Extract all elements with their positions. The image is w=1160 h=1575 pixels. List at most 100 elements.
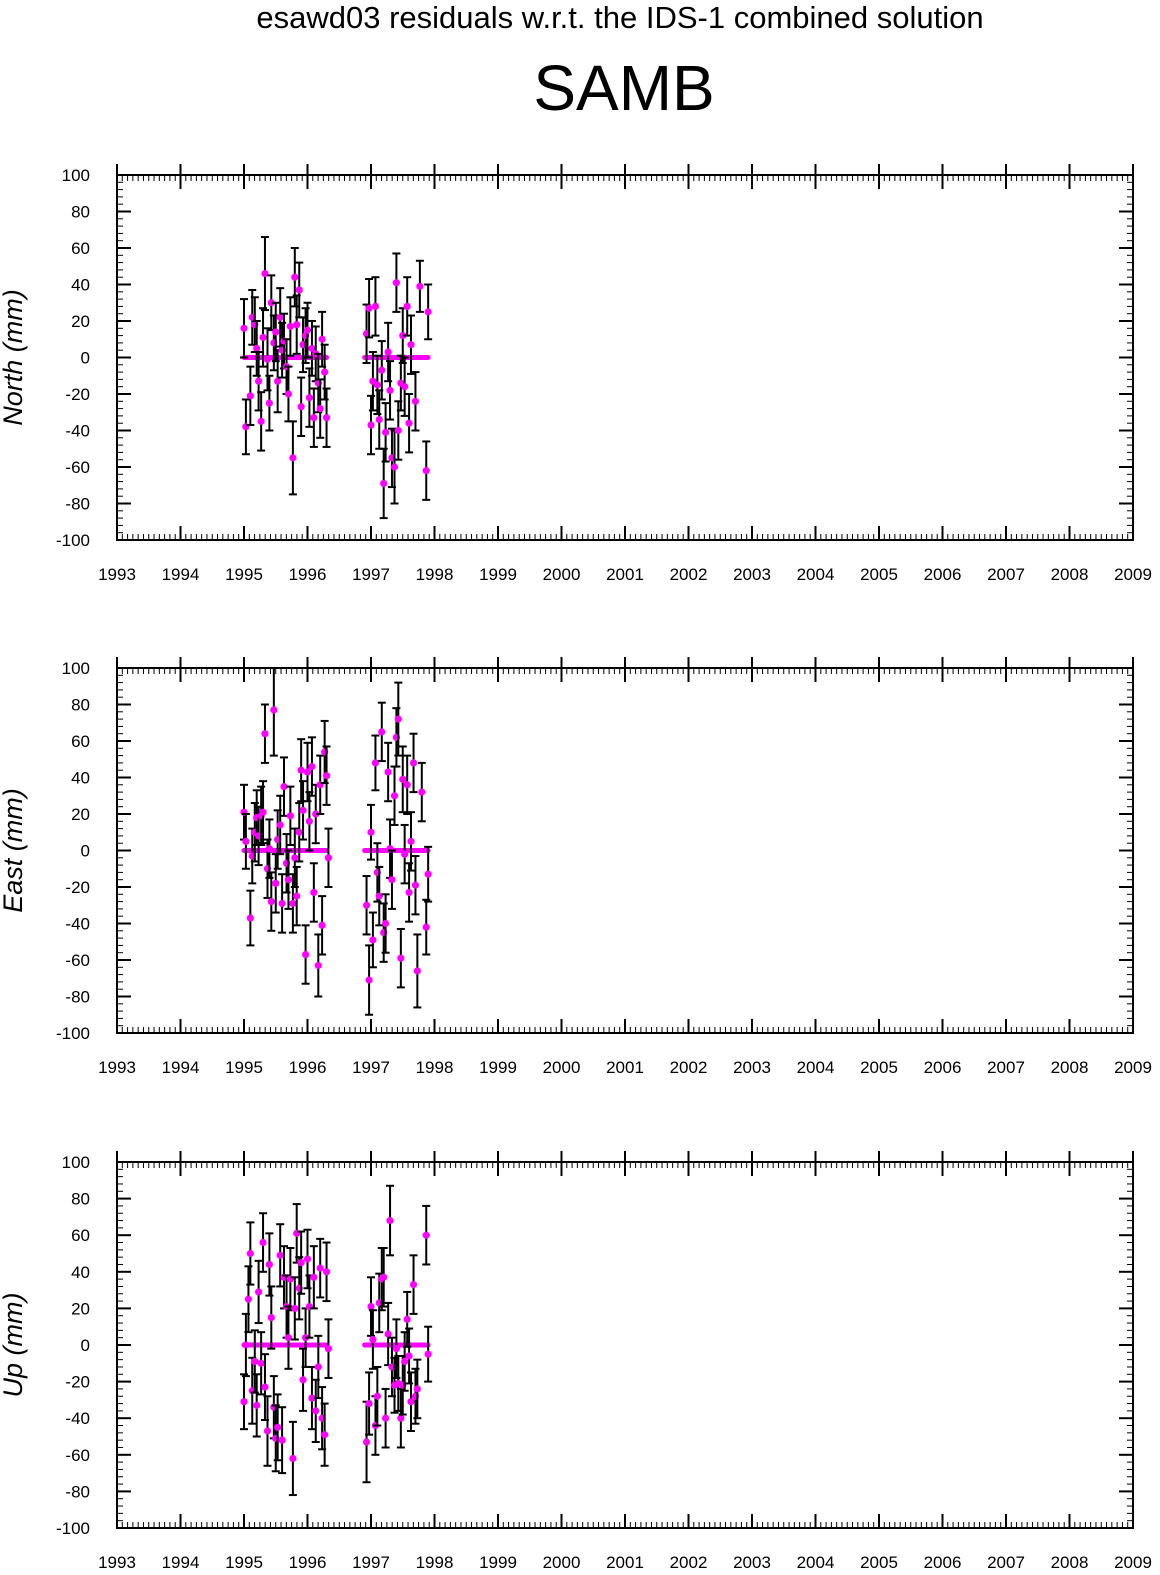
north-marker bbox=[293, 321, 301, 329]
east-data-point bbox=[413, 933, 422, 1009]
east-x-tick-label: 2000 bbox=[543, 1058, 581, 1077]
east-marker bbox=[405, 888, 413, 897]
up-data-point bbox=[316, 1237, 325, 1299]
east-x-tick-label: 2005 bbox=[860, 1058, 898, 1077]
east-data-point bbox=[367, 803, 375, 861]
up-data-point bbox=[381, 1387, 390, 1449]
east-marker bbox=[367, 828, 375, 836]
up-marker bbox=[278, 1436, 286, 1444]
north-data-point bbox=[297, 376, 306, 437]
north-data-point bbox=[292, 294, 301, 355]
north-marker bbox=[371, 302, 380, 310]
up-marker bbox=[312, 1407, 320, 1415]
east-marker bbox=[388, 876, 396, 884]
east-x-tick-label: 1997 bbox=[352, 1058, 390, 1077]
east-marker bbox=[407, 837, 415, 845]
north-x-tick-label: 1998 bbox=[416, 565, 454, 584]
east-marker bbox=[308, 762, 316, 771]
north-marker bbox=[378, 366, 386, 374]
north-data-point bbox=[415, 259, 424, 313]
north-marker bbox=[255, 377, 263, 385]
east-data-point bbox=[305, 791, 314, 852]
east-data-point bbox=[295, 802, 304, 863]
east-marker bbox=[299, 806, 307, 814]
up-data-point bbox=[241, 1312, 250, 1378]
up-marker bbox=[263, 1427, 272, 1435]
east-data-point bbox=[400, 823, 409, 885]
north-marker bbox=[384, 348, 392, 356]
east-data-point bbox=[377, 701, 386, 763]
up-marker bbox=[401, 1357, 409, 1366]
up-marker bbox=[246, 1249, 254, 1258]
up-y-tick-label: 40 bbox=[71, 1263, 90, 1282]
north-marker bbox=[411, 397, 420, 405]
north-data-point bbox=[371, 276, 380, 337]
up-data-point bbox=[409, 1254, 418, 1315]
east-x-tick-label: 2009 bbox=[1114, 1058, 1152, 1077]
east-x-tick-label: 2002 bbox=[670, 1058, 708, 1077]
up-marker bbox=[369, 1335, 377, 1344]
east-x-tick-label: 2004 bbox=[797, 1058, 835, 1077]
north-x-tick-label: 2000 bbox=[543, 565, 581, 584]
east-x-tick-label: 1998 bbox=[416, 1058, 454, 1077]
up-x-tick-label: 1998 bbox=[416, 1553, 454, 1572]
north-marker bbox=[284, 390, 293, 398]
up-x-tick-label: 2004 bbox=[797, 1553, 835, 1572]
north-x-tick-label: 1995 bbox=[225, 565, 263, 584]
east-data-point bbox=[314, 933, 323, 998]
up-data-point bbox=[278, 1406, 287, 1475]
up-marker bbox=[261, 1383, 269, 1391]
east-y-tick-label: -100 bbox=[56, 1024, 90, 1043]
east-y-tick-label: 0 bbox=[81, 842, 90, 861]
up-data-point bbox=[368, 1309, 377, 1370]
east-y-tick-label: -60 bbox=[65, 951, 90, 970]
north-x-tick-label: 2005 bbox=[860, 565, 898, 584]
up-marker bbox=[373, 1392, 381, 1400]
north-x-tick-label: 2007 bbox=[987, 565, 1025, 584]
up-y-tick-label: 20 bbox=[71, 1299, 90, 1318]
north-data-point bbox=[303, 301, 312, 359]
north-marker bbox=[286, 322, 294, 331]
north-marker bbox=[380, 479, 388, 488]
east-y-tick-label: -80 bbox=[65, 988, 90, 1007]
north-data-point bbox=[309, 387, 318, 448]
east-x-tick-label: 2007 bbox=[987, 1058, 1025, 1077]
east-x-tick-label: 2008 bbox=[1051, 1058, 1089, 1077]
east-marker bbox=[365, 976, 373, 984]
east-marker bbox=[409, 759, 418, 767]
north-data-point bbox=[305, 367, 314, 428]
up-data-point bbox=[324, 1318, 333, 1379]
east-data-point bbox=[390, 765, 399, 826]
north-marker bbox=[382, 428, 390, 436]
north-data-point bbox=[276, 287, 285, 348]
up-x-tick-label: 1997 bbox=[352, 1553, 390, 1572]
east-data-point bbox=[318, 895, 327, 956]
east-data-point bbox=[396, 927, 405, 989]
north-y-tick-label: -80 bbox=[65, 495, 90, 514]
up-data-point bbox=[252, 1373, 261, 1438]
up-data-point bbox=[367, 1276, 375, 1337]
north-marker bbox=[367, 421, 375, 429]
north-data-point bbox=[265, 374, 274, 432]
east-marker bbox=[314, 961, 322, 970]
north-x-tick-label: 2004 bbox=[797, 565, 835, 584]
up-x-tick-label: 2007 bbox=[987, 1553, 1025, 1572]
north-marker bbox=[394, 426, 402, 435]
up-marker bbox=[392, 1345, 400, 1353]
east-marker bbox=[276, 821, 284, 829]
north-data-point bbox=[307, 320, 316, 377]
north-data-point bbox=[377, 340, 386, 401]
north-data-point bbox=[257, 391, 266, 452]
east-data-point bbox=[292, 865, 301, 927]
east-marker bbox=[267, 898, 275, 906]
north-marker bbox=[405, 419, 413, 427]
east-marker bbox=[362, 901, 371, 909]
east-data-point bbox=[368, 911, 377, 969]
north-y-tick-label: 80 bbox=[71, 203, 90, 222]
east-data-point bbox=[276, 794, 285, 856]
east-marker bbox=[305, 817, 314, 825]
up-data-point bbox=[246, 1221, 255, 1286]
up-marker bbox=[299, 1376, 307, 1384]
east-data-point bbox=[260, 703, 269, 764]
